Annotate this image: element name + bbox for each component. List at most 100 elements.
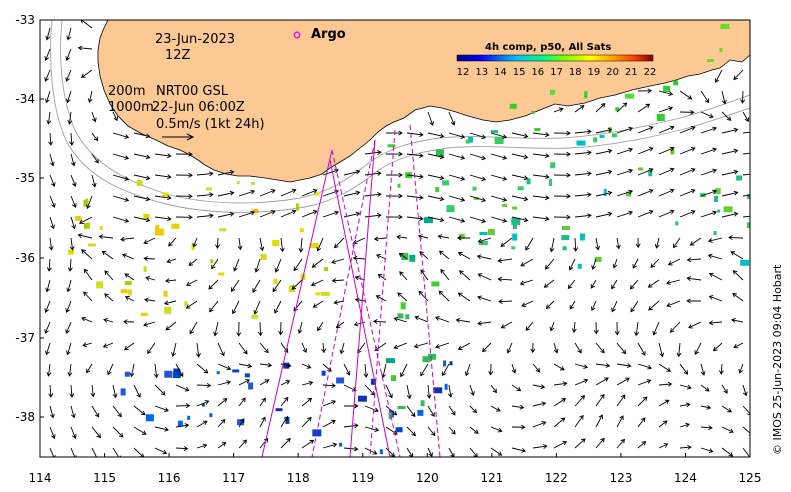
- current-vector: [259, 379, 270, 386]
- current-vector: [45, 90, 51, 104]
- current-vector: [66, 342, 72, 356]
- current-vector: [532, 384, 546, 390]
- sst-pixel: [603, 189, 607, 197]
- current-vector: [553, 214, 571, 220]
- sst-pixel: [747, 193, 750, 199]
- current-vector: [448, 174, 466, 181]
- current-vector: [363, 363, 369, 378]
- current-vector: [574, 438, 586, 449]
- current-vector: [209, 300, 219, 313]
- current-vector: [650, 258, 660, 269]
- current-vector: [679, 209, 696, 218]
- current-vector: [658, 399, 670, 407]
- current-vector: [238, 210, 256, 218]
- sst-pixel: [670, 148, 675, 155]
- colorbar-tick-label: 19: [588, 67, 601, 78]
- current-vector: [168, 237, 177, 247]
- current-vector: [732, 293, 744, 302]
- current-vector: [511, 424, 526, 430]
- current-vector: [728, 235, 744, 241]
- lon-label: 123: [609, 471, 632, 485]
- current-vector: [469, 195, 487, 203]
- current-vector: [595, 414, 603, 428]
- sst-pixel: [283, 362, 290, 369]
- current-vector: [658, 363, 672, 372]
- current-vector: [154, 447, 168, 455]
- current-vector: [700, 210, 718, 218]
- sst-pixel: [136, 180, 143, 187]
- current-vector: [569, 300, 576, 310]
- current-vector: [385, 193, 403, 199]
- current-vector: [70, 405, 76, 419]
- current-vector: [574, 171, 592, 177]
- current-vector: [69, 384, 75, 398]
- current-vector: [259, 189, 276, 197]
- sst-pixel: [561, 235, 570, 241]
- current-vector: [469, 216, 487, 224]
- sst-pixel: [379, 449, 383, 455]
- current-vector: [712, 342, 723, 352]
- current-vector: [714, 69, 723, 83]
- current-vector: [616, 102, 628, 113]
- current-vector: [686, 298, 702, 304]
- current-vector: [70, 195, 77, 208]
- current-vector: [464, 363, 471, 377]
- colorbar-tick-label: 20: [606, 67, 619, 78]
- current-vector: [477, 320, 492, 326]
- current-vector: [427, 426, 436, 437]
- lon-label: 118: [287, 471, 310, 485]
- current-vector: [397, 292, 408, 302]
- current-vector: [742, 194, 750, 197]
- current-vector: [637, 147, 654, 155]
- lat-label: -38: [15, 410, 35, 424]
- sst-pixel: [143, 266, 147, 273]
- current-vector: [574, 150, 592, 156]
- current-vector: [175, 214, 193, 220]
- current-vector: [448, 132, 466, 139]
- current-vector: [549, 237, 555, 253]
- sst-pixel: [472, 186, 477, 191]
- current-vector: [630, 300, 639, 313]
- sst-pixel: [487, 228, 495, 235]
- current-vector: [553, 398, 567, 407]
- sst-pixel: [140, 312, 148, 316]
- sst-pixel: [145, 414, 154, 422]
- current-vector: [297, 321, 303, 334]
- current-vector: [658, 420, 668, 428]
- sst-pixel: [478, 241, 488, 246]
- current-vector: [385, 172, 403, 178]
- current-vector: [107, 363, 114, 376]
- current-vector: [448, 426, 456, 435]
- current-vector: [112, 111, 118, 122]
- current-vector: [279, 237, 285, 253]
- current-vector: [591, 258, 597, 270]
- current-vector: [616, 342, 627, 355]
- sst-pixel: [405, 314, 410, 320]
- colorbar-tick-label: 17: [550, 67, 563, 78]
- current-vector: [595, 437, 605, 449]
- current-vector: [196, 400, 210, 407]
- current-vector: [67, 363, 73, 377]
- current-vector: [532, 195, 550, 201]
- sst-pixel: [656, 113, 665, 121]
- track-2: [331, 149, 401, 457]
- current-vector: [259, 416, 266, 428]
- lon-label: 124: [674, 471, 697, 485]
- current-vector: [44, 69, 51, 82]
- current-vector: [196, 171, 214, 177]
- current-vector: [238, 418, 245, 428]
- current-vector: [500, 321, 513, 329]
- sst-pixel: [390, 375, 396, 382]
- track-7: [329, 159, 391, 457]
- current-vector: [272, 279, 282, 293]
- current-vector: [544, 258, 555, 270]
- current-vector: [637, 88, 653, 94]
- sst-pixel: [324, 267, 329, 272]
- sst-pixel: [67, 249, 74, 255]
- current-vector: [65, 321, 72, 334]
- current-vector: [280, 380, 291, 386]
- sst-pixel: [357, 395, 367, 402]
- current-vector: [700, 425, 713, 431]
- current-vector: [66, 279, 72, 293]
- hour-label: 12Z: [165, 48, 191, 63]
